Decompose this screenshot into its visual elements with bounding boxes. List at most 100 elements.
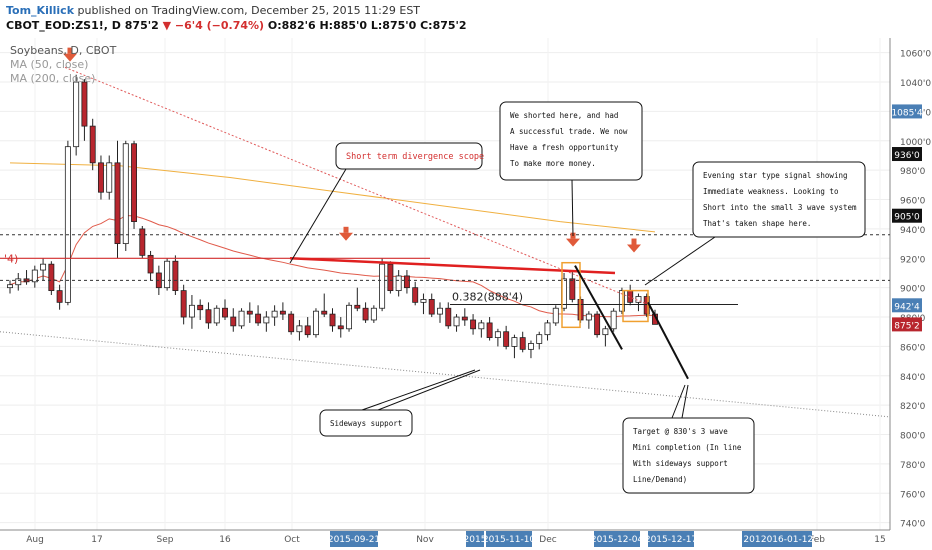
down-arrow-icon (631, 238, 637, 245)
candle-body (395, 275, 402, 292)
candle-body (362, 307, 369, 321)
candle-body (304, 325, 311, 336)
price-label: 936'0 (894, 151, 920, 161)
target-note-text: Line/Demand) (633, 475, 687, 484)
notes: Short term divergence scope We shorted he… (289, 101, 866, 494)
candle-body (312, 310, 319, 336)
x-highlight-label: 2015-12-17 (645, 535, 697, 545)
candle-body (238, 310, 245, 327)
x-highlight-label: 2015 (464, 535, 487, 545)
legend-ma200: MA (200, close) (10, 72, 95, 85)
candle-body (453, 316, 460, 327)
candle-body (420, 299, 427, 303)
shorted-note-text: We shorted here, and had (510, 111, 618, 120)
price-label: 942'4 (894, 302, 920, 312)
evening-star-note-text: Evening star type signal showing (703, 171, 848, 180)
y-tick-label: 960'0 (900, 197, 926, 207)
symbol-line: CBOT_EOD:ZS1!, D 875'2 ▼ −6'4 (−0.74%) O… (6, 19, 467, 32)
x-highlight-box (648, 531, 694, 547)
x-tick-label: 15 (874, 535, 885, 545)
candle-body (437, 307, 443, 315)
candle-body (114, 162, 121, 245)
candle-body (213, 307, 220, 324)
y-tick-label: 920'0 (900, 255, 926, 265)
candle-body (552, 307, 559, 324)
x-tick-label: Feb (809, 535, 825, 545)
shorted-note-text: To make more money. (510, 159, 596, 168)
target-note-text: Target @ 830's 3 wave (633, 427, 728, 436)
published-text: published on TradingView.com, December 2… (77, 4, 421, 17)
price-label-box (892, 104, 922, 119)
candle-body (412, 287, 419, 303)
candle-body (346, 304, 353, 330)
y-tick-label: 1060'0 (900, 50, 931, 60)
candle-body (478, 322, 485, 330)
down-arrow-icon (67, 47, 73, 54)
fib-label: 0.382(888'4) (452, 291, 523, 304)
candle-body (246, 310, 253, 315)
candle-body (164, 260, 171, 289)
candle-body (73, 81, 80, 148)
candle-body (131, 143, 138, 222)
target-note-text: Mini completion (In line (633, 443, 742, 452)
candle-body (321, 310, 328, 315)
candle-body (544, 322, 551, 336)
sideways-support-line (0, 331, 891, 418)
price-label: 1085'4 (891, 108, 922, 118)
candle-body (15, 278, 22, 286)
left-level-label: '4) (4, 252, 18, 265)
shorted-note-text: A successful trade. We now (510, 127, 628, 136)
author-link[interactable]: Tom_Killick (6, 4, 75, 17)
wave-line (647, 301, 689, 380)
callout-leader (644, 236, 716, 286)
callout-leader (571, 179, 574, 237)
candle-body (7, 284, 13, 289)
price-label-box (892, 147, 922, 162)
candle-body (205, 309, 212, 324)
drawings: '4) 0.382(888'4) (0, 47, 891, 418)
x-highlight-box (594, 531, 640, 547)
candle-body (197, 304, 204, 311)
wave-line (574, 265, 623, 350)
x-tick-label: Oct (284, 535, 300, 545)
candle-body (188, 304, 195, 318)
x-highlight-box (486, 531, 532, 547)
x-tick-label: Dec (539, 535, 556, 545)
target-note-box (622, 417, 755, 494)
orange-box (561, 261, 581, 329)
ohlc-values: O:882'6 H:885'0 L:875'0 C:875'2 (267, 19, 467, 32)
shorted-note-box (499, 101, 643, 181)
down-arrow-icon (343, 226, 349, 233)
candle-body (172, 260, 179, 292)
candle-body (536, 334, 543, 344)
candle-body (618, 290, 625, 312)
y-tick-label: 1000'0 (900, 138, 931, 148)
divergence-note-box (335, 142, 483, 170)
candle-body (519, 337, 526, 350)
candle-body (486, 322, 493, 339)
chart-legend: Soybeans, D, CBOT MA (50, close) MA (200… (10, 44, 117, 85)
x-tick-label: Sep (157, 535, 174, 545)
candle-body (48, 263, 55, 292)
y-tick-label: 1040'0 (900, 79, 931, 89)
divergence-note-text: Short term divergence scope (346, 152, 484, 162)
candle-body (511, 337, 518, 347)
callout-leader (681, 384, 689, 419)
candle-body (569, 278, 576, 300)
x-tick-label: Aug (26, 535, 44, 545)
candle-body (279, 310, 286, 315)
shorted-note-text: Have a fresh opportunity (510, 143, 619, 152)
candle-body (263, 316, 270, 324)
x-highlight-label: 2015-09-21 (328, 535, 380, 545)
x-highlight-label: 2015-11-10 (483, 535, 536, 545)
evening-star-note-text: Short into the small 3 wave system (703, 203, 857, 212)
price-label: 875'2 (894, 321, 919, 331)
chart-grid (0, 38, 890, 530)
x-tick-label: 16 (219, 535, 231, 545)
callout-leader (289, 168, 347, 264)
price-label: 905'0 (894, 213, 920, 223)
candle-body (81, 81, 88, 127)
callout-leader (671, 384, 686, 419)
